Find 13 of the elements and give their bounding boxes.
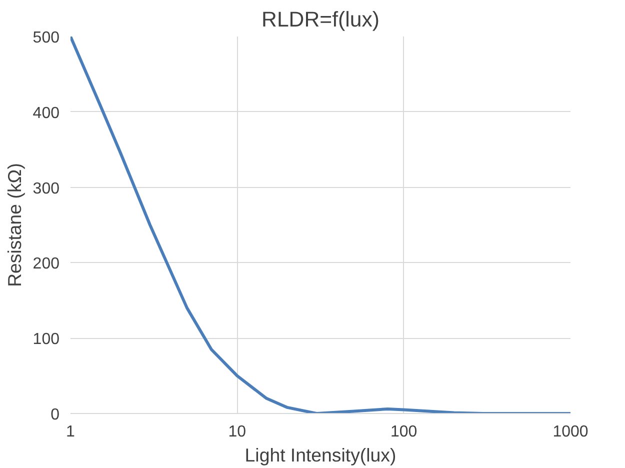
chart-title: RLDR=f(lux) <box>262 8 380 32</box>
x-tick-label: 1000 <box>552 424 588 440</box>
y-axis-title: Resistane (kΩ) <box>4 163 25 287</box>
y-tick-label: 100 <box>32 331 60 348</box>
x-tick-label: 1 <box>66 424 76 440</box>
y-tick-label: 0 <box>50 406 60 424</box>
x-tick-label: 10 <box>228 424 246 440</box>
x-axis-title: Light Intensity(lux) <box>244 444 396 466</box>
x-tick-label: 100 <box>390 424 418 440</box>
y-tick-label: 400 <box>32 104 60 122</box>
y-tick-label: 300 <box>32 180 60 198</box>
y-tick-label: 200 <box>32 256 60 273</box>
y-tick-label: 500 <box>32 30 60 46</box>
